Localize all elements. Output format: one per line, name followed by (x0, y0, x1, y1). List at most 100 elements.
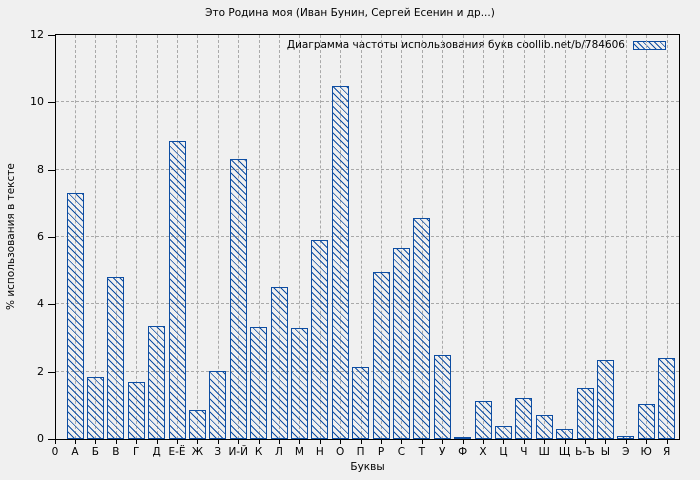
x-tick-Ф (462, 440, 464, 444)
x-tick-label-Ж: Ж (191, 446, 204, 458)
x-tick-Б (95, 440, 97, 444)
gridline-horizontal-8 (56, 168, 679, 170)
x-tick-label-М: М (294, 446, 304, 458)
x-tick-Г (136, 440, 138, 444)
gridline-vertical-В (115, 35, 117, 439)
y-tick-label-6: 6 (37, 230, 44, 243)
gridline-horizontal-10 (56, 101, 679, 103)
x-tick-В (115, 440, 117, 444)
bar-Ч (515, 398, 533, 439)
x-tick-И-Й (238, 440, 240, 444)
x-tick-Ж (197, 440, 199, 444)
x-tick-label-Ю: Ю (640, 446, 652, 458)
gridline-vertical-К (258, 35, 260, 439)
y-tick-4 (48, 304, 55, 306)
gridline-vertical-Ь-Ъ (585, 35, 586, 439)
gridline-vertical-Р (381, 35, 382, 439)
x-tick-Д (156, 440, 158, 444)
x-tick-Щ (564, 440, 566, 444)
gridline-vertical-М (299, 35, 301, 439)
x-tick-label-Л: Л (275, 446, 283, 458)
x-tick-label-У: У (438, 446, 446, 458)
x-tick-label-И-Й: И-Й (228, 446, 248, 458)
bar-У (433, 355, 451, 439)
bar-Л (270, 286, 288, 439)
gridline-vertical-Э (625, 35, 627, 439)
bar-В (107, 277, 125, 439)
y-tick-label-0: 0 (37, 432, 44, 445)
bar-П (352, 366, 370, 439)
bar-Ж (188, 410, 206, 439)
x-tick-Р (381, 440, 382, 444)
x-axis-label: Буквы (350, 461, 385, 473)
gridline-vertical-Ы (605, 35, 607, 439)
legend-hatch-swatch-icon (633, 40, 666, 50)
y-tick-label-10: 10 (30, 95, 44, 109)
bar-Д (148, 326, 166, 439)
gridline-vertical-П (360, 35, 362, 439)
bar-С (392, 248, 410, 439)
x-tick-label-Р: Р (377, 446, 385, 458)
y-tick-label-4: 4 (37, 297, 44, 311)
bar-Э (617, 435, 635, 439)
x-tick-М (299, 440, 301, 444)
gridline-vertical-Ж (197, 35, 199, 439)
x-tick-label-0: 0 (51, 446, 59, 458)
bar-Ц (494, 425, 512, 439)
x-tick-label-Щ: Щ (558, 446, 571, 458)
bar-Р (372, 272, 390, 439)
x-tick-Н (319, 440, 321, 444)
gridline-horizontal-6 (56, 236, 679, 237)
x-tick-Х (483, 440, 484, 444)
x-tick-Э (625, 440, 627, 444)
x-tick-label-Ь-Ъ: Ь-Ъ (575, 446, 595, 458)
y-tick-8 (48, 169, 55, 171)
bar-З (209, 371, 227, 439)
y-tick-2 (48, 371, 55, 373)
bar-Щ (556, 428, 574, 439)
gridline-vertical-Г (136, 35, 138, 439)
gridline-horizontal-4 (56, 303, 679, 305)
x-tick-label-Ы: Ы (600, 446, 611, 458)
bar-Ю (637, 404, 655, 439)
y-tick-6 (48, 237, 55, 238)
bar-Г (127, 381, 145, 439)
gridline-vertical-Ю (646, 35, 648, 439)
x-tick-label-В: В (112, 446, 120, 458)
bar-Я (658, 358, 676, 439)
bar-Н (311, 239, 329, 439)
y-tick-label-2: 2 (37, 364, 44, 378)
x-tick-З (217, 440, 219, 444)
bar-Х (474, 400, 492, 439)
x-tick-Ь-Ъ (585, 440, 586, 444)
gridline-vertical-Ц (503, 35, 505, 439)
bar-О (331, 85, 349, 439)
gridline-vertical-З (217, 35, 219, 439)
bar-Ф (454, 436, 472, 439)
bar-М (290, 327, 308, 439)
x-tick-Ш (544, 440, 546, 444)
gridline-vertical-Х (483, 35, 484, 439)
gridline-vertical-Ч (523, 35, 525, 439)
bar-Ы (596, 360, 614, 439)
gridline-vertical-Л (279, 35, 280, 439)
bar-Б (86, 376, 104, 439)
x-tick-Ю (646, 440, 648, 444)
bar-Е-Ё (168, 141, 186, 439)
x-tick-label-П: П (356, 446, 365, 458)
x-tick-С (401, 440, 403, 444)
legend: Диаграмма частоты использования букв coo… (287, 39, 666, 51)
gridline-vertical-Б (95, 35, 97, 439)
gridline-vertical-Д (156, 35, 158, 439)
x-tick-label-Х: Х (479, 446, 487, 458)
y-tick-label-8: 8 (37, 162, 44, 176)
x-tick-label-А: А (71, 446, 79, 458)
bar-Ь-Ъ (576, 387, 594, 439)
bar-К (250, 326, 268, 439)
x-tick-А (75, 440, 76, 444)
gridline-vertical-Ш (544, 35, 546, 439)
x-tick-label-Ш: Ш (538, 446, 550, 458)
x-tick-Ч (523, 440, 525, 444)
x-tick-label-С: С (397, 446, 406, 458)
